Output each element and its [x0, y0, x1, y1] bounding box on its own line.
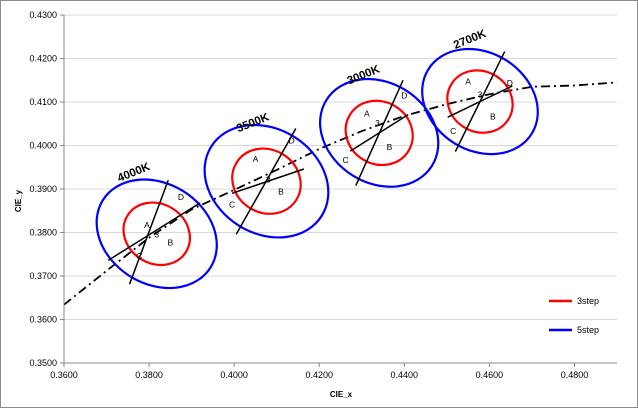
isotemperature-line — [128, 180, 169, 285]
point-label-B: B — [278, 187, 284, 197]
point-label-D: D — [178, 192, 184, 202]
ellipse-3step — [231, 147, 302, 215]
y-tick-label: 0.4300 — [29, 10, 57, 20]
point-label-B: B — [490, 111, 496, 121]
point-label-3: 3 — [375, 118, 380, 128]
ellipse-3step — [122, 201, 191, 267]
point-label-3: 3 — [266, 174, 271, 184]
point-label-D: D — [401, 91, 407, 101]
planckian-locus-line — [63, 81, 618, 306]
ellipse-5step — [95, 178, 218, 290]
isotemperature-line — [447, 85, 513, 118]
point-label-B: B — [387, 142, 393, 152]
x-tick-label: 0.4600 — [476, 370, 504, 380]
y-tick-label: 0.3700 — [29, 271, 57, 281]
y-axis-title: CIE_y — [14, 189, 23, 212]
y-tick-label: 0.3800 — [29, 228, 57, 238]
point-label-A: A — [465, 77, 471, 87]
x-tick-label: 0.4200 — [305, 370, 333, 380]
legend: 3step 5step — [549, 296, 599, 335]
isotemperature-line — [349, 113, 409, 152]
x-tick-label: 0.3800 — [135, 370, 163, 380]
x-axis-title: CIE_x — [330, 390, 353, 399]
y-tick-label: 0.4100 — [29, 97, 57, 107]
x-tick-label: 0.4800 — [561, 370, 589, 380]
legend-3step-label: 3step — [577, 296, 599, 306]
point-label-D: D — [289, 135, 295, 145]
point-label-A: A — [253, 154, 259, 164]
point-label-B: B — [168, 238, 174, 248]
x-tick-label: 0.4000 — [220, 370, 248, 380]
isotemperature-line — [107, 202, 201, 261]
ellipse-3step — [344, 99, 414, 167]
ellipse-5step — [319, 77, 440, 188]
legend-5step-label: 5step — [577, 325, 599, 335]
x-tick-labels: 0.3600 0.3800 0.4000 0.4200 0.4400 0.4600 0.48… — [50, 363, 588, 380]
y-tick-label: 0.4200 — [29, 54, 57, 64]
point-label-A: A — [144, 220, 150, 230]
x-tick-label: 0.3600 — [50, 370, 78, 380]
y-tick-label: 0.3600 — [29, 315, 57, 325]
ellipse-5step — [203, 123, 330, 239]
y-tick-label: 0.3900 — [29, 184, 57, 194]
point-label-C: C — [343, 155, 349, 165]
point-label-3: 3 — [478, 90, 483, 100]
x-tick-label: 0.4400 — [391, 370, 419, 380]
y-tick-label: 0.4000 — [29, 141, 57, 151]
ellipse-5step — [421, 47, 539, 156]
point-label-A: A — [364, 108, 370, 118]
point-label-C: C — [229, 199, 235, 209]
y-tick-label: 0.3500 — [29, 358, 57, 368]
planckian-locus — [63, 81, 618, 306]
point-label-C: C — [136, 251, 142, 261]
isotemperature-line — [231, 168, 305, 195]
point-label-3: 3 — [154, 229, 159, 239]
y-tick-labels: 0.3500 0.3600 0.3700 0.3800 0.3900 0.4000 0.41… — [29, 10, 64, 368]
point-label-D: D — [507, 78, 513, 88]
ellipse-3step — [446, 69, 514, 134]
point-label-C: C — [450, 126, 456, 136]
